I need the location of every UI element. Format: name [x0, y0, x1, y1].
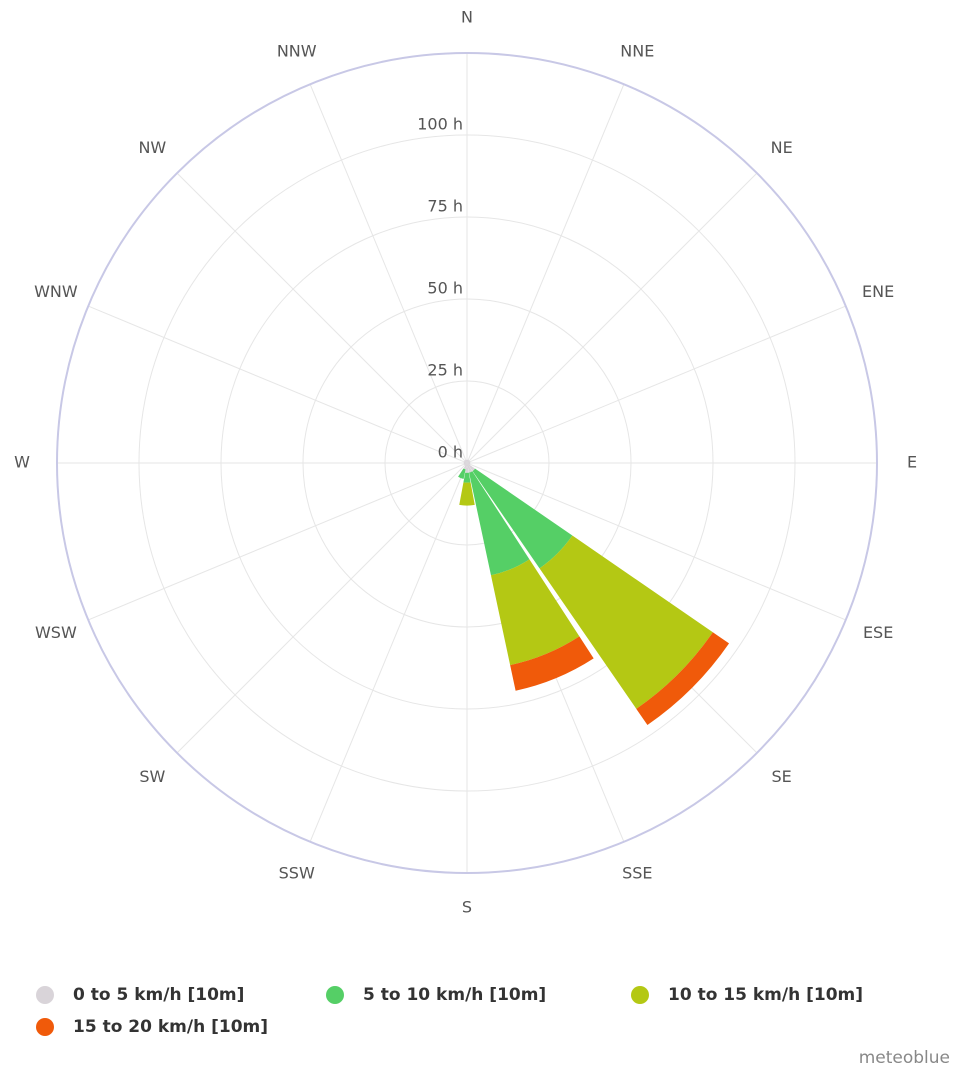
direction-label: SW	[139, 767, 165, 786]
direction-label: SSE	[622, 864, 652, 883]
direction-label: NW	[138, 138, 166, 157]
direction-label: E	[907, 453, 917, 472]
y-tick-label: 75 h	[427, 197, 463, 216]
y-tick-label: 50 h	[427, 279, 463, 298]
spoke	[310, 84, 467, 463]
legend-marker	[36, 986, 54, 1004]
direction-label: WNW	[34, 282, 78, 301]
direction-label: SE	[772, 767, 792, 786]
direction-label: ESE	[863, 623, 893, 642]
legend-marker	[631, 986, 649, 1004]
legend-marker	[36, 1018, 54, 1036]
spoke	[310, 463, 467, 842]
direction-label: S	[462, 898, 472, 917]
direction-label: NNE	[620, 41, 654, 60]
spoke	[467, 173, 757, 463]
legend-label: 0 to 5 km/h [10m]	[73, 985, 244, 1005]
y-tick-label: 25 h	[427, 361, 463, 380]
spoke	[177, 173, 467, 463]
y-tick-label: 0 h	[438, 443, 463, 462]
direction-label: N	[461, 8, 473, 27]
legend-label: 10 to 15 km/h [10m]	[668, 985, 863, 1005]
y-tick-label: 100 h	[417, 115, 463, 134]
spoke	[88, 463, 467, 620]
direction-label: NNW	[277, 41, 317, 60]
spoke	[177, 463, 467, 753]
direction-label: NE	[771, 138, 793, 157]
direction-label: SSW	[279, 864, 315, 883]
direction-label: ENE	[862, 282, 894, 301]
spoke	[467, 306, 846, 463]
legend-marker	[326, 986, 344, 1004]
chart: meteoblue N NNE NE ENE E ESE SE SSE S SSW SW WSW W WN…	[0, 0, 957, 1070]
spoke	[88, 306, 467, 463]
direction-label: W	[14, 453, 30, 472]
credits: meteoblue	[859, 1048, 950, 1068]
legend-label: 15 to 20 km/h [10m]	[73, 1017, 268, 1037]
spoke	[467, 84, 624, 463]
direction-label: WSW	[35, 623, 77, 642]
legend-label: 5 to 10 km/h [10m]	[363, 985, 546, 1005]
